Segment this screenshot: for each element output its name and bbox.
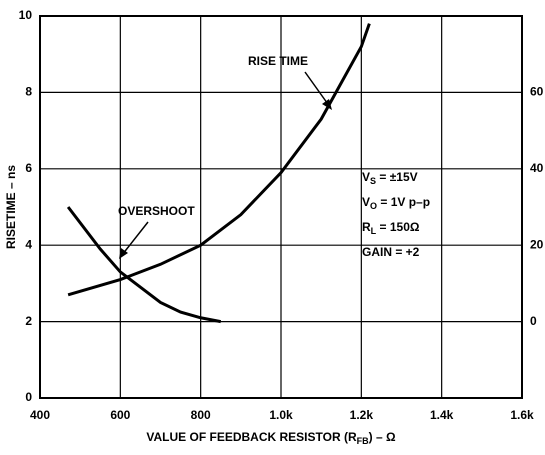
y-tick-label: 4 — [25, 237, 32, 251]
text-part: GAIN = +2 — [362, 245, 420, 259]
y-tick-label: 6 — [25, 161, 32, 175]
plot-frame — [39, 15, 523, 399]
x-tick-label: 800 — [191, 408, 211, 422]
text-part: = 150Ω — [376, 220, 420, 234]
condition-text: RL = 150Ω — [362, 220, 420, 236]
line — [67, 23, 371, 297]
condition-text: GAIN = +2 — [362, 245, 420, 259]
y-tick-label: 10 — [19, 8, 33, 22]
text-part: V — [362, 170, 370, 184]
line — [66, 206, 222, 324]
y-tick-label: 8 — [25, 85, 32, 99]
text-part: R — [362, 220, 371, 234]
subscript: S — [370, 176, 376, 186]
x-tick-label: 1.2k — [350, 408, 374, 422]
condition-text: VS = ±15V — [362, 170, 418, 186]
series-label: OVERSHOOT — [118, 204, 195, 218]
x-tick-label: 1.0k — [269, 408, 293, 422]
condition-text: VO = 1V p–p — [362, 195, 430, 211]
subscript: O — [370, 201, 377, 211]
y2-tick-label: 20 — [530, 237, 544, 251]
arrow — [121, 221, 149, 256]
y2-tick-label: 0 — [530, 314, 537, 328]
text-part: V — [362, 195, 370, 209]
arrow-head — [119, 248, 128, 259]
text-part: ) – Ω — [369, 430, 396, 444]
arrow — [304, 71, 331, 108]
y2-tick-label: 60 — [530, 85, 544, 99]
y-axis-label: RISETIME – ns — [4, 165, 18, 249]
text-part: = 1V p–p — [377, 195, 430, 209]
series-label: RISE TIME — [248, 54, 308, 68]
y-tick-label: 2 — [25, 314, 32, 328]
x-axis-label: VALUE OF FEEDBACK RESISTOR (RFB) – Ω — [146, 430, 396, 446]
y2-tick-label: 40 — [530, 161, 544, 175]
text-part: = ±15V — [376, 170, 418, 184]
y-tick-label: 0 — [25, 390, 32, 404]
x-tick-label: 1.6k — [510, 408, 534, 422]
subscript: FB — [357, 436, 369, 446]
x-tick-label: 600 — [110, 408, 130, 422]
subscript: L — [371, 226, 377, 236]
x-tick-label: 1.4k — [430, 408, 454, 422]
text-part: VALUE OF FEEDBACK RESISTOR (R — [146, 430, 357, 444]
x-tick-label: 400 — [30, 408, 50, 422]
